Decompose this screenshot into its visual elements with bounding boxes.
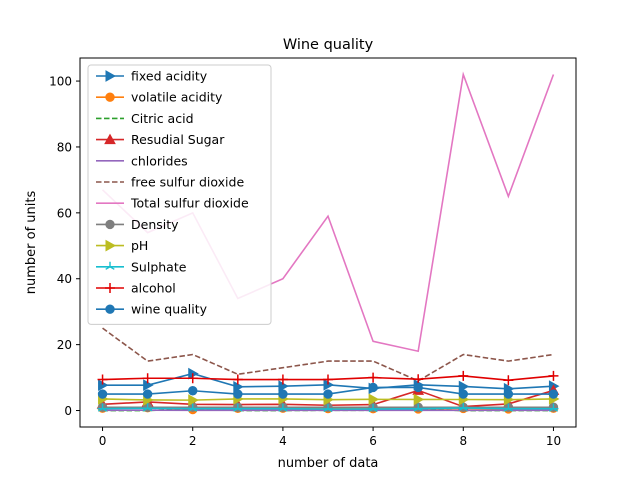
y-tick-label: 60 (57, 206, 72, 220)
legend-label: fixed acidity (131, 69, 208, 84)
x-tick-label: 4 (279, 434, 287, 448)
legend-label: free sulfur dioxide (131, 175, 244, 190)
data-point-wine-quality (414, 383, 422, 391)
data-point-wine-quality (549, 390, 557, 398)
data-point-wine-quality (279, 390, 287, 398)
x-tick-label: 2 (189, 434, 197, 448)
y-axis-label: number of units (24, 191, 39, 295)
legend-marker (106, 220, 114, 228)
data-point-wine-quality (189, 387, 197, 395)
legend-label: Total sulfur dioxide (130, 196, 249, 211)
y-tick-label: 0 (64, 404, 72, 418)
legend-label: Citric acid (131, 111, 194, 126)
legend-marker (106, 305, 114, 313)
y-tick-label: 40 (57, 272, 72, 286)
chart-title: Wine quality (283, 37, 374, 53)
x-tick-label: 6 (369, 434, 377, 448)
y-tick-label: 20 (57, 338, 72, 352)
legend-marker (106, 93, 114, 101)
legend-label: wine quality (131, 302, 208, 317)
x-tick-label: 10 (546, 434, 561, 448)
data-point-wine-quality (504, 390, 512, 398)
x-axis-label: number of data (278, 456, 379, 471)
data-point-wine-quality (324, 390, 332, 398)
y-tick-label: 80 (57, 140, 72, 154)
legend-label: Resudial Sugar (131, 132, 225, 147)
data-point-wine-quality (98, 390, 106, 398)
legend-label: alcohol (131, 281, 176, 296)
legend-label: volatile acidity (131, 90, 223, 105)
data-point-wine-quality (234, 390, 242, 398)
legend: fixed acidity volatile acidity Citric acid… (88, 65, 271, 324)
data-point-wine-quality (143, 390, 151, 398)
x-tick-label: 8 (459, 434, 467, 448)
legend-label: chlorides (131, 153, 188, 168)
legend-label: Sulphate (131, 259, 187, 274)
data-point-wine-quality (369, 383, 377, 391)
legend-label: Density (131, 217, 179, 232)
y-tick-label: 100 (49, 75, 72, 89)
x-tick-label: 0 (99, 434, 107, 448)
data-point-wine-quality (459, 390, 467, 398)
legend-label: pH (131, 238, 148, 253)
